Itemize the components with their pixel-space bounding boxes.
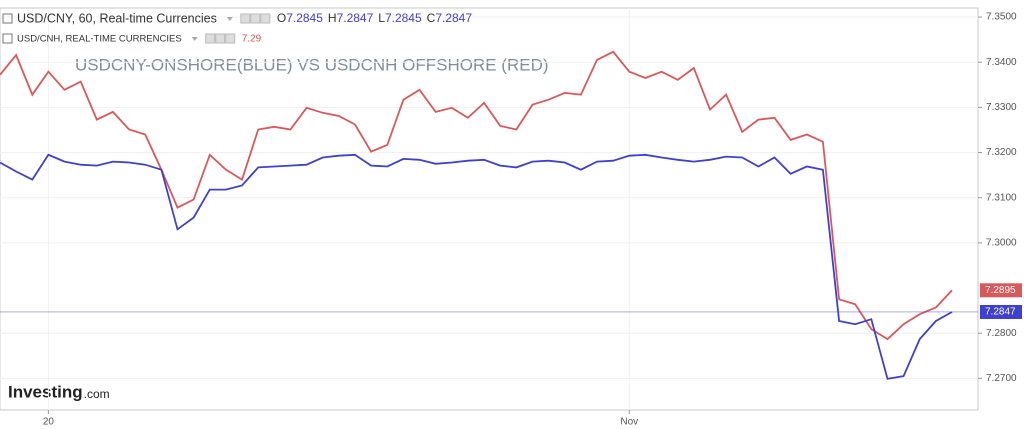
series-line	[0, 153, 953, 380]
ohlc-value: 7.2847	[337, 11, 374, 25]
brand-suffix: .com	[84, 387, 110, 401]
y-tick-label: 7.3300	[986, 102, 1017, 113]
ohlc-value: 7.2847	[435, 11, 472, 25]
y-tick-label: 7.3100	[986, 192, 1017, 203]
legend-button[interactable]	[215, 33, 226, 44]
y-tick-label: 7.3000	[986, 238, 1017, 249]
y-tick-label: 7.2700	[986, 373, 1017, 384]
legend-name: USD/CNH, REAL-TIME CURRENCIES	[17, 34, 182, 45]
legend-button[interactable]	[250, 13, 261, 24]
legend-row: USD/CNH, REAL-TIME CURRENCIES 7.29	[2, 33, 262, 45]
legend-name: USD/CNY, 60, Real-time Currencies	[17, 11, 217, 25]
price-tag	[980, 304, 1022, 319]
y-tick-label: 7.3500	[986, 12, 1017, 23]
ohlc-label: O	[277, 11, 286, 25]
series-line	[0, 50, 953, 341]
y-tick-label: 7.3200	[986, 147, 1017, 158]
collapse-icon	[2, 13, 13, 24]
y-tick-label: 7.2800	[986, 328, 1017, 339]
price-tag-label: 7.2895	[985, 285, 1016, 296]
brand-name: Investing	[8, 382, 83, 401]
chart-title: USDCNY-ONSHORE(BLUE) VS USDCNH OFFSHORE …	[75, 55, 549, 74]
ohlc-label: L	[378, 11, 385, 25]
y-tick-label: 7.3400	[986, 57, 1017, 68]
x-tick-label: 20	[43, 417, 55, 428]
ohlc-label: H	[328, 11, 337, 25]
ohlc-label: C	[427, 11, 436, 25]
ohlc-value: 7.2845	[286, 11, 323, 25]
collapse-icon	[2, 33, 13, 44]
legend-value: 7.29	[242, 34, 262, 45]
x-tick-label: Nov	[620, 417, 638, 428]
brand: Investing	[8, 382, 83, 401]
legend-button[interactable]	[240, 13, 251, 24]
plot-frame	[0, 7, 979, 411]
ohlc-value: 7.2845	[385, 11, 422, 25]
dropdown-icon	[226, 17, 233, 21]
dropdown-icon	[191, 37, 198, 41]
legend-button[interactable]	[260, 13, 271, 24]
price-tag-label: 7.2847	[985, 307, 1016, 318]
legend-button[interactable]	[225, 33, 236, 44]
price-tag	[980, 283, 1022, 298]
legend-button[interactable]	[205, 33, 216, 44]
legend-row: USD/CNY, 60, Real-time Currencies O 7.2845…	[2, 11, 472, 25]
